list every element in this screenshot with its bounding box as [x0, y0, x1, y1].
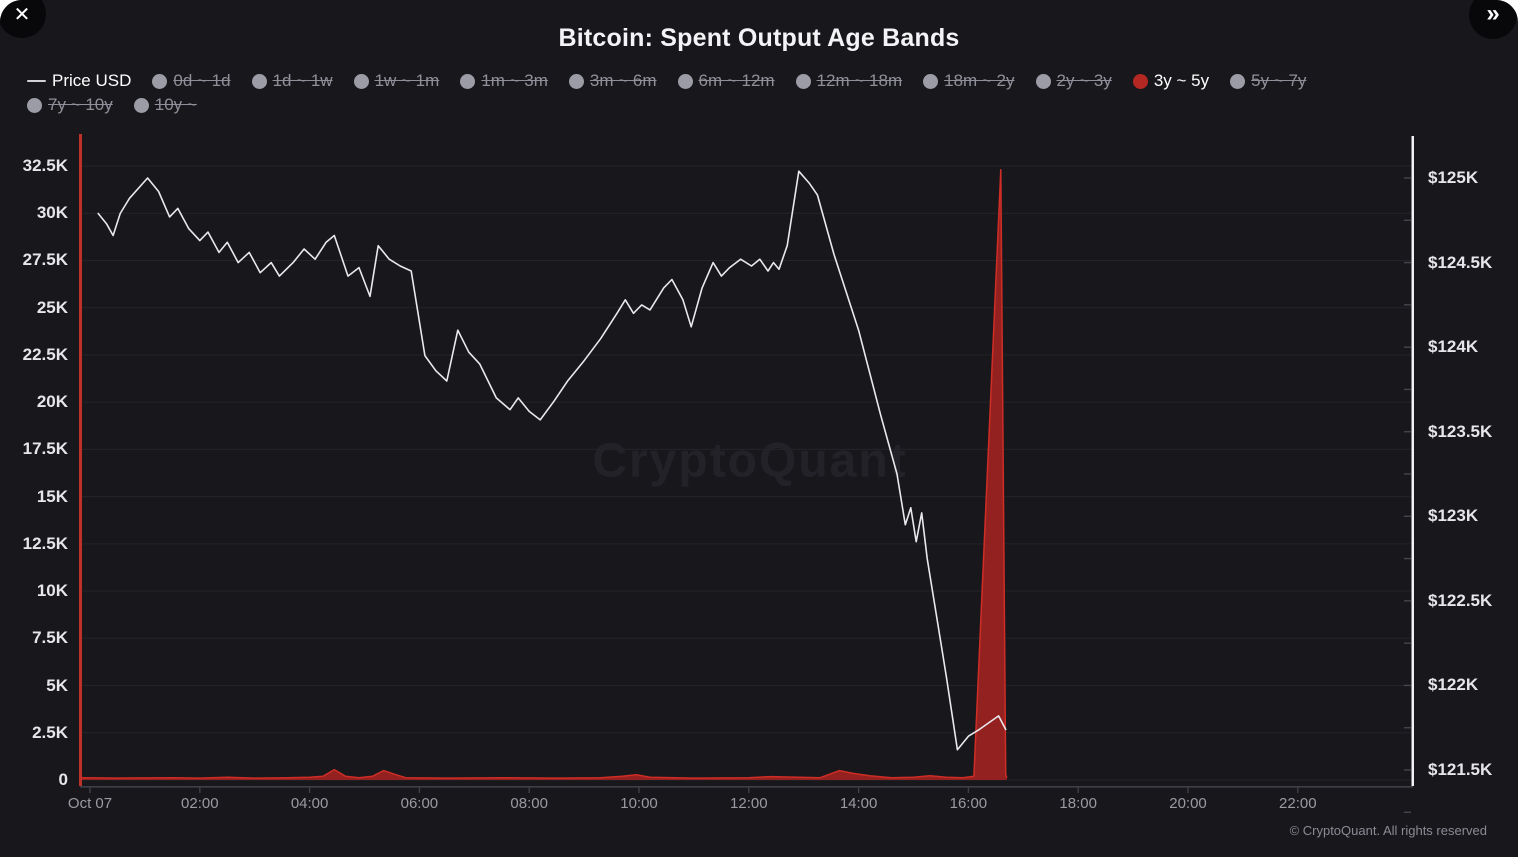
- band-dot-icon: [923, 73, 939, 89]
- band-dot-icon: [1035, 73, 1051, 89]
- x-axis-label: 18:00: [1059, 795, 1097, 812]
- price-line: [97, 170, 1007, 751]
- band-dot-icon: [677, 73, 693, 89]
- left-axis-line: [79, 134, 82, 786]
- x-axis-label: 20:00: [1169, 795, 1207, 812]
- x-axis-label: Oct 07: [67, 795, 113, 812]
- x-axis-label: 08:00: [510, 795, 548, 812]
- band-dot-icon: [460, 73, 476, 89]
- band-dot-icon: [1230, 73, 1246, 89]
- legend-item-0d-1d[interactable]: 0d ~ 1d: [152, 71, 231, 91]
- legend-item-price-usd[interactable]: Price USD: [27, 71, 131, 91]
- legend-item-label: 1w ~ 1m: [374, 71, 440, 90]
- x-axis-label: 02:00: [181, 795, 219, 812]
- left-y-axis-label: 20K: [36, 392, 68, 412]
- legend-item-label: 18m ~ 2y: [944, 71, 1015, 90]
- band-dot-icon: [133, 97, 149, 113]
- right-y-axis-label: $122K: [1428, 675, 1479, 695]
- band-dot-icon: [795, 73, 811, 89]
- legend-item-1d-1w[interactable]: 1d ~ 1w: [251, 71, 333, 91]
- watermark: CryptoQuant: [592, 434, 908, 488]
- legend-item-label: 1d ~ 1w: [272, 71, 333, 90]
- legend-item-12m-18m[interactable]: 12m ~ 18m: [795, 71, 903, 91]
- chevron-double-right-icon: »: [1486, 0, 1500, 27]
- x-axis-label: 14:00: [839, 795, 878, 812]
- legend-item-label: 12m ~ 18m: [816, 71, 903, 90]
- page-title: Bitcoin: Spent Output Age Bands: [558, 24, 960, 52]
- close-icon: ✕: [13, 3, 31, 26]
- band-dot-icon: [27, 97, 42, 113]
- legend-item-label: 6m ~ 12m: [698, 71, 775, 90]
- legend-item-1m-3m[interactable]: 1m ~ 3m: [460, 71, 548, 91]
- legend-item-label: 2y ~ 3y: [1056, 71, 1112, 90]
- legend-row-1: Price USD 0d ~ 1d 1d ~ 1w 1w ~ 1m 1m ~ 3m 3m …: [27, 69, 1492, 93]
- legend-item-label: 10y ~: [154, 95, 197, 114]
- left-y-axis-label: 2.5K: [32, 722, 68, 742]
- left-y-axis-label: 7.5K: [32, 628, 68, 648]
- right-y-axis-label: $123K: [1428, 506, 1479, 526]
- left-y-axis-label: 12.5K: [22, 533, 68, 553]
- legend-item-label: 7y ~ 10y: [48, 95, 113, 114]
- legend-row-2: 7y ~ 10y 10y ~: [27, 93, 1492, 117]
- legend-item-3y-5y[interactable]: 3y ~ 5y: [1132, 71, 1210, 91]
- legend-item-label: 1m ~ 3m: [481, 71, 548, 90]
- legend-item-label: Price USD: [52, 71, 132, 90]
- left-y-axis-label: 10K: [36, 581, 68, 601]
- x-axis-label: 16:00: [949, 795, 988, 812]
- legend-item-6m-12m[interactable]: 6m ~ 12m: [677, 71, 775, 91]
- right-y-axis-label: $123.5K: [1428, 421, 1493, 441]
- left-y-axis-label: 30K: [36, 203, 68, 223]
- x-axis-label: 10:00: [620, 795, 658, 812]
- band-dot-icon: [251, 73, 267, 89]
- x-axis-label: 12:00: [730, 795, 768, 812]
- legend-item-3m-6m[interactable]: 3m ~ 6m: [568, 71, 657, 91]
- price-line-icon: [27, 79, 46, 83]
- legend-item-10y[interactable]: 10y ~: [133, 95, 197, 115]
- right-y-axis-label: $121.5K: [1428, 760, 1493, 779]
- age-band-area: [81, 169, 1007, 781]
- legend-item-1w-1m[interactable]: 1w ~ 1m: [353, 71, 440, 91]
- left-y-axis-label: 25K: [36, 297, 68, 317]
- left-y-axis-label: 32.5K: [22, 156, 68, 175]
- x-axis-label: 04:00: [290, 795, 329, 812]
- band-dot-icon: [152, 73, 168, 89]
- x-axis-label: 06:00: [400, 795, 439, 812]
- close-button[interactable]: ✕: [0, 0, 46, 38]
- legend-item-18m-2y[interactable]: 18m ~ 2y: [923, 71, 1015, 91]
- legend-item-7y-10y[interactable]: 7y ~ 10y: [27, 95, 113, 115]
- legend-item-label: 0d ~ 1d: [173, 71, 231, 90]
- legend-item-5y-7y[interactable]: 5y ~ 7y: [1230, 71, 1306, 91]
- legend: Price USD 0d ~ 1d 1d ~ 1w 1w ~ 1m 1m ~ 3m 3m …: [27, 69, 1492, 117]
- right-y-axis-label: $124K: [1428, 337, 1479, 357]
- age-band-outline: [81, 169, 1008, 779]
- left-y-axis-label: 0: [58, 770, 68, 789]
- left-y-axis-label: 5K: [46, 675, 68, 695]
- copyright-text: © CryptoQuant. All rights reserved: [1289, 823, 1487, 838]
- band-dot-icon: [1132, 73, 1148, 89]
- x-axis-label: 22:00: [1279, 795, 1317, 812]
- left-y-axis-label: 17.5K: [22, 439, 68, 459]
- band-dot-icon: [568, 73, 584, 89]
- left-y-axis-label: 15K: [36, 486, 68, 506]
- band-dot-icon: [353, 73, 369, 89]
- right-y-axis-label: $125K: [1428, 168, 1479, 187]
- legend-item-label: 3y ~ 5y: [1153, 71, 1210, 90]
- legend-item-label: 3m ~ 6m: [589, 71, 657, 90]
- left-y-axis-label: 22.5K: [22, 344, 68, 364]
- legend-item-2y-3y[interactable]: 2y ~ 3y: [1035, 71, 1112, 91]
- right-y-axis-label: $124.5K: [1428, 252, 1493, 272]
- left-y-axis-label: 27.5K: [22, 250, 68, 270]
- right-y-axis-label: $122.5K: [1428, 590, 1493, 610]
- legend-item-label: 5y ~ 7y: [1251, 71, 1307, 90]
- collapse-button[interactable]: »: [1469, 0, 1517, 39]
- right-axis-line: [1411, 136, 1414, 786]
- x-axis-line: [80, 786, 1413, 788]
